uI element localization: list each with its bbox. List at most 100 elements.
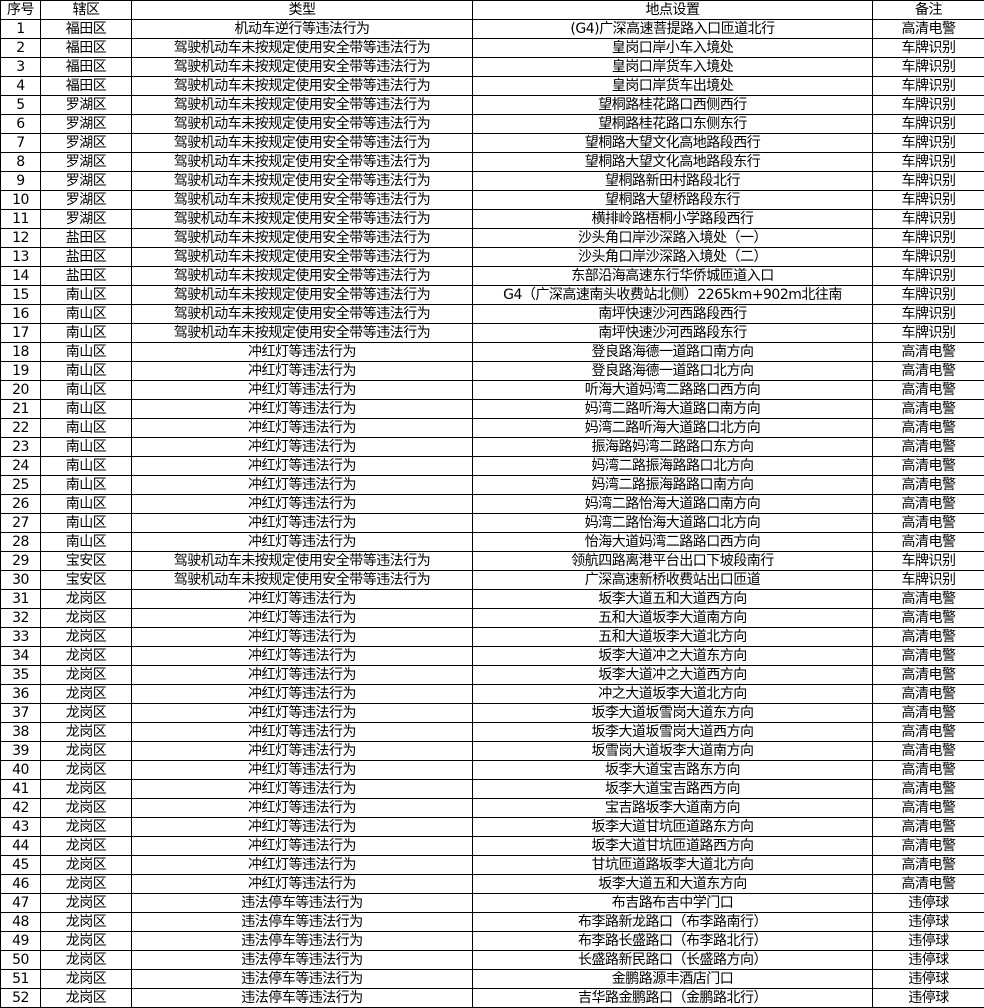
cell-index: 1 (1, 20, 41, 39)
cell-type: 驾驶机动车未按规定使用安全带等违法行为 (132, 571, 473, 590)
cell-type: 驾驶机动车未按规定使用安全带等违法行为 (132, 153, 473, 172)
cell-location: 五和大道坂李大道北方向 (473, 628, 873, 647)
cell-type: 冲红灯等违法行为 (132, 438, 473, 457)
cell-type: 冲红灯等违法行为 (132, 457, 473, 476)
cell-remark: 高清电警 (873, 666, 984, 685)
cell-location: 皇岗口岸货车入境处 (473, 58, 873, 77)
cell-district: 南山区 (41, 476, 132, 495)
cell-location: 金鹏路源丰酒店门口 (473, 970, 873, 989)
cell-type: 冲红灯等违法行为 (132, 514, 473, 533)
cell-index: 46 (1, 875, 41, 894)
cell-index: 45 (1, 856, 41, 875)
cell-district: 龙岗区 (41, 685, 132, 704)
cell-district: 南山区 (41, 381, 132, 400)
cell-location: 布李路长盛路口（布李路北行） (473, 932, 873, 951)
cell-type: 冲红灯等违法行为 (132, 590, 473, 609)
cell-index: 41 (1, 780, 41, 799)
cell-district: 南山区 (41, 362, 132, 381)
cell-type: 冲红灯等违法行为 (132, 856, 473, 875)
cell-location: 甘坑匝道路坂李大道北方向 (473, 856, 873, 875)
cell-location: 宝吉路坂李大道南方向 (473, 799, 873, 818)
cell-index: 18 (1, 343, 41, 362)
cell-district: 龙岗区 (41, 837, 132, 856)
cell-index: 49 (1, 932, 41, 951)
cell-district: 龙岗区 (41, 723, 132, 742)
cell-location: 妈湾二路怡海大道路口南方向 (473, 495, 873, 514)
cell-location: 望桐路大望文化高地路段东行 (473, 153, 873, 172)
cell-remark: 高清电警 (873, 818, 984, 837)
cell-remark: 高清电警 (873, 761, 984, 780)
cell-type: 冲红灯等违法行为 (132, 818, 473, 837)
cell-type: 驾驶机动车未按规定使用安全带等违法行为 (132, 286, 473, 305)
cell-index: 5 (1, 96, 41, 115)
cell-location: 吉华路金鹏路口（金鹏路北行） (473, 989, 873, 1008)
cell-type: 驾驶机动车未按规定使用安全带等违法行为 (132, 191, 473, 210)
cell-type: 违法停车等违法行为 (132, 989, 473, 1008)
cell-remark: 车牌识别 (873, 191, 984, 210)
cell-remark: 车牌识别 (873, 571, 984, 590)
cell-location: 登良路海德一道路口北方向 (473, 362, 873, 381)
cell-remark: 高清电警 (873, 723, 984, 742)
cell-location: 妈湾二路听海大道路口南方向 (473, 400, 873, 419)
cell-remark: 高清电警 (873, 742, 984, 761)
cell-location: (G4)广深高速菩提路入口匝道北行 (473, 20, 873, 39)
cell-location: 望桐路桂花路口东侧东行 (473, 115, 873, 134)
cell-remark: 高清电警 (873, 438, 984, 457)
cell-type: 驾驶机动车未按规定使用安全带等违法行为 (132, 552, 473, 571)
cell-location: 布李路新龙路口（布李路南行） (473, 913, 873, 932)
cell-remark: 车牌识别 (873, 267, 984, 286)
cell-index: 12 (1, 229, 41, 248)
cell-district: 龙岗区 (41, 970, 132, 989)
cell-remark: 车牌识别 (873, 286, 984, 305)
cell-district: 龙岗区 (41, 704, 132, 723)
cell-remark: 高清电警 (873, 704, 984, 723)
cell-type: 冲红灯等违法行为 (132, 799, 473, 818)
cell-location: 妈湾二路振海路路口北方向 (473, 457, 873, 476)
cell-district: 龙岗区 (41, 609, 132, 628)
cell-remark: 高清电警 (873, 533, 984, 552)
cell-district: 龙岗区 (41, 989, 132, 1008)
cell-district: 盐田区 (41, 267, 132, 286)
cell-type: 违法停车等违法行为 (132, 913, 473, 932)
cell-remark: 高清电警 (873, 856, 984, 875)
cell-district: 福田区 (41, 58, 132, 77)
cell-location: 坂李大道宝吉路东方向 (473, 761, 873, 780)
cell-index: 39 (1, 742, 41, 761)
header-district: 辖区 (41, 1, 132, 20)
cell-district: 盐田区 (41, 229, 132, 248)
cell-district: 福田区 (41, 39, 132, 58)
cell-index: 3 (1, 58, 41, 77)
cell-location: 登良路海德一道路口南方向 (473, 343, 873, 362)
cell-index: 34 (1, 647, 41, 666)
cell-district: 南山区 (41, 286, 132, 305)
cell-index: 29 (1, 552, 41, 571)
cell-location: 坂李大道甘坑匝道路东方向 (473, 818, 873, 837)
cell-district: 罗湖区 (41, 210, 132, 229)
cell-location: 南坪快速沙河西路段东行 (473, 324, 873, 343)
cell-location: 望桐路桂花路口西侧西行 (473, 96, 873, 115)
cell-location: 坂李大道五和大道东方向 (473, 875, 873, 894)
cell-remark: 高清电警 (873, 381, 984, 400)
cell-type: 冲红灯等违法行为 (132, 723, 473, 742)
cell-location: 坂李大道冲之大道西方向 (473, 666, 873, 685)
cell-index: 51 (1, 970, 41, 989)
cell-remark: 车牌识别 (873, 248, 984, 267)
cell-remark: 违停球 (873, 913, 984, 932)
